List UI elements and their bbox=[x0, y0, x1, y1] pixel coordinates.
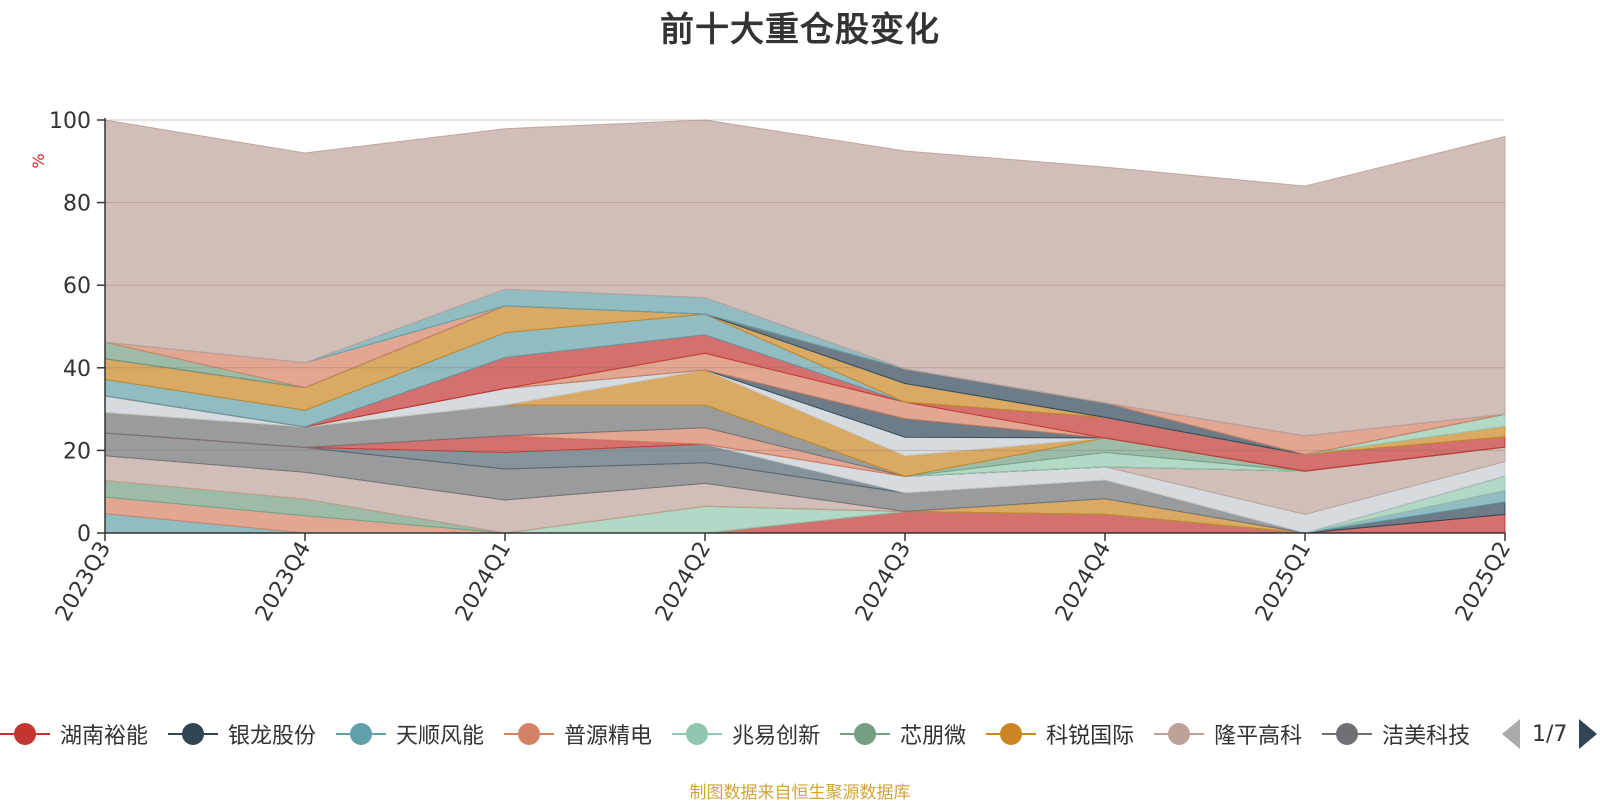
legend-prev-page-arrow-icon[interactable] bbox=[1502, 719, 1520, 749]
x-tick-label-3: 2024Q2 bbox=[651, 538, 716, 626]
x-tick-label-6: 2025Q1 bbox=[1251, 538, 1316, 626]
chart-plot: 0 20 40 60 80 100% 2023Q3 2023Q4 2024Q1 2024Q2 202… bbox=[29, 109, 1516, 626]
y-tick-label-3: 60 bbox=[63, 274, 91, 299]
legend-item[interactable]: 天顺风能 bbox=[336, 716, 484, 752]
legend-marker-icon bbox=[1154, 716, 1205, 752]
legend-dot-icon bbox=[1336, 723, 1359, 745]
y-axis-unit-label: % bbox=[29, 153, 48, 168]
legend-dot-icon bbox=[518, 723, 541, 745]
legend-label: 芯朋微 bbox=[900, 724, 967, 749]
chart-legend: 湖南裕能 银龙股份 天顺风能 普源精电 兆易创新 芯朋微 科锐国际 隆平高科 洁美科技 bbox=[0, 716, 1490, 752]
x-tick-label-0: 2023Q3 bbox=[51, 538, 116, 626]
y-tick-label-0: 0 bbox=[77, 522, 91, 547]
legend-dot-icon bbox=[182, 723, 205, 745]
source-note: 制图数据来自恒生聚源数据库 bbox=[689, 783, 911, 803]
chart-title: 前十大重仓股变化 bbox=[660, 10, 940, 50]
legend-item[interactable]: 银龙股份 bbox=[168, 716, 316, 752]
legend-marker-icon bbox=[672, 716, 723, 752]
legend-label: 兆易创新 bbox=[732, 724, 821, 749]
legend-item[interactable]: 芯朋微 bbox=[840, 716, 966, 752]
legend-label: 湖南裕能 bbox=[60, 724, 149, 749]
legend-marker-icon bbox=[336, 716, 387, 752]
series-areas bbox=[104, 119, 1506, 534]
legend-dot-icon bbox=[1000, 723, 1023, 745]
y-tick-label-5: 100 bbox=[49, 109, 91, 134]
legend-label: 洁美科技 bbox=[1382, 724, 1471, 749]
y-tick-label-1: 20 bbox=[63, 439, 91, 464]
x-tick-label-1: 2023Q4 bbox=[251, 538, 316, 626]
legend-item[interactable]: 湖南裕能 bbox=[0, 716, 148, 752]
legend-marker-icon bbox=[1322, 716, 1373, 752]
legend-marker-icon bbox=[0, 716, 50, 752]
y-tick-label-4: 80 bbox=[63, 192, 91, 217]
x-tick-label-4: 2024Q3 bbox=[851, 538, 916, 626]
legend-marker-icon bbox=[504, 716, 555, 752]
legend-item[interactable]: 隆平高科 bbox=[1154, 716, 1302, 752]
legend-item[interactable]: 科锐国际 bbox=[986, 716, 1134, 752]
legend-dot-icon bbox=[350, 723, 373, 745]
legend-label: 隆平高科 bbox=[1214, 724, 1303, 749]
legend-marker-icon bbox=[168, 716, 219, 752]
legend-dot-icon bbox=[14, 723, 36, 745]
legend-page-indicator: 1/7 bbox=[1532, 721, 1568, 747]
legend-dot-icon bbox=[1168, 723, 1191, 745]
x-tick-label-7: 2025Q2 bbox=[1451, 538, 1516, 626]
x-tick-label-2: 2024Q1 bbox=[451, 538, 516, 626]
legend-dot-icon bbox=[686, 723, 709, 745]
legend-label: 科锐国际 bbox=[1046, 724, 1135, 749]
legend-label: 银龙股份 bbox=[228, 724, 317, 749]
y-tick-label-2: 40 bbox=[63, 357, 91, 382]
area-series-29 bbox=[104, 119, 1506, 437]
legend-label: 天顺风能 bbox=[396, 724, 485, 749]
legend-label: 普源精电 bbox=[564, 724, 653, 749]
legend-marker-icon bbox=[986, 716, 1037, 752]
legend-item[interactable]: 兆易创新 bbox=[672, 716, 820, 752]
legend-item[interactable]: 普源精电 bbox=[504, 716, 652, 752]
legend-item[interactable]: 洁美科技 bbox=[1322, 716, 1470, 752]
legend-next-page-arrow-icon[interactable] bbox=[1579, 719, 1598, 749]
legend-marker-icon bbox=[840, 716, 891, 752]
legend-dot-icon bbox=[854, 723, 877, 745]
legend-pager: 1/7 bbox=[1500, 716, 1600, 752]
x-tick-label-5: 2024Q4 bbox=[1051, 538, 1116, 626]
